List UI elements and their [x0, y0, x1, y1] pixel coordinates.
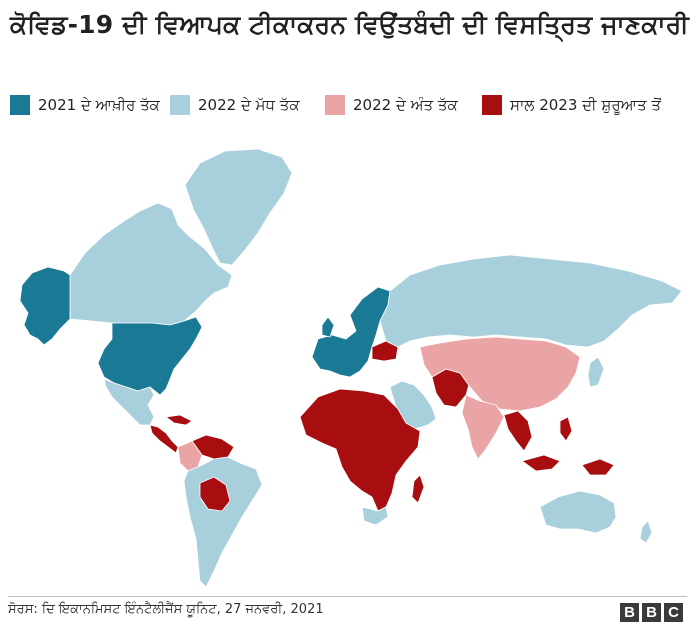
legend-item-end-2022: 2022 ਦੇ ਅੰਤ ਤੱਕ — [325, 94, 458, 116]
legend: 2021 ਦੇ ਆਖ਼ੀਰ ਤੱਕ 2022 ਦੇ ਮੱਧ ਤੱਕ 2022 ਦ… — [10, 94, 690, 116]
legend-swatch — [325, 95, 345, 115]
japan-region — [587, 356, 605, 388]
bbc-logo-letter: C — [664, 603, 683, 622]
indonesia-region — [521, 454, 561, 472]
mexico-region — [103, 378, 155, 426]
russia-region — [379, 254, 683, 348]
new-zealand-region — [639, 520, 653, 544]
caribbean-islands-region — [165, 414, 193, 426]
bbc-logo-letter: B — [642, 603, 661, 622]
south-africa-region — [361, 506, 389, 526]
south-america-region — [183, 456, 263, 588]
central-america-region — [149, 424, 179, 454]
venezuela-region — [191, 434, 235, 460]
legend-swatch — [170, 95, 190, 115]
uk-region — [321, 316, 335, 338]
africa-region — [299, 388, 421, 512]
papua-region — [581, 458, 615, 476]
bolivia-region — [199, 476, 231, 512]
source-note: ਸੋਰਸ: ਦਿ ਇਕਾਨਮਿਸਟ ਇੰਨਟੈਲੀਜੈਂਸ ਯੂਨਿਟ, 27 … — [8, 602, 324, 617]
legend-item-mid-2022: 2022 ਦੇ ਮੱਧ ਤੱਕ — [170, 94, 300, 116]
legend-item-end-2021: 2021 ਦੇ ਆਖ਼ੀਰ ਤੱਕ — [10, 94, 160, 116]
southeast-asia-mainland-region — [503, 410, 533, 452]
legend-item-early-2023: ਸਾਲ 2023 ਦੀ ਸ਼ੁਰੂਆਤ ਤੋਂ — [482, 94, 661, 116]
map-title: ਕੋਵਿਡ-19 ਦੀ ਵਿਆਪਕ ਟੀਕਾਕਰਨ ਵਿਉਂਤਬੰਦੀ ਦੀ ਵ… — [10, 10, 689, 39]
india-region — [461, 394, 505, 460]
australia-region — [539, 490, 617, 534]
alaska-region — [19, 266, 71, 346]
greenland-region — [184, 148, 293, 266]
bbc-logo-letter: B — [620, 603, 639, 622]
madagascar-region — [411, 474, 425, 504]
world-map — [19, 148, 683, 588]
philippines-region — [559, 416, 573, 442]
legend-swatch — [482, 95, 502, 115]
legend-label: ਸਾਲ 2023 ਦੀ ਸ਼ੁਰੂਆਤ ਤੋਂ — [510, 96, 661, 114]
bbc-logo: B B C — [620, 603, 683, 622]
footer-divider — [8, 596, 687, 597]
china-region — [419, 336, 581, 412]
legend-label: 2022 ਦੇ ਮੱਧ ਤੱਕ — [198, 96, 300, 114]
legend-label: 2022 ਦੇ ਅੰਤ ਤੱਕ — [353, 96, 458, 114]
legend-label: 2021 ਦੇ ਆਖ਼ੀਰ ਤੱਕ — [38, 96, 160, 114]
legend-swatch — [10, 95, 30, 115]
